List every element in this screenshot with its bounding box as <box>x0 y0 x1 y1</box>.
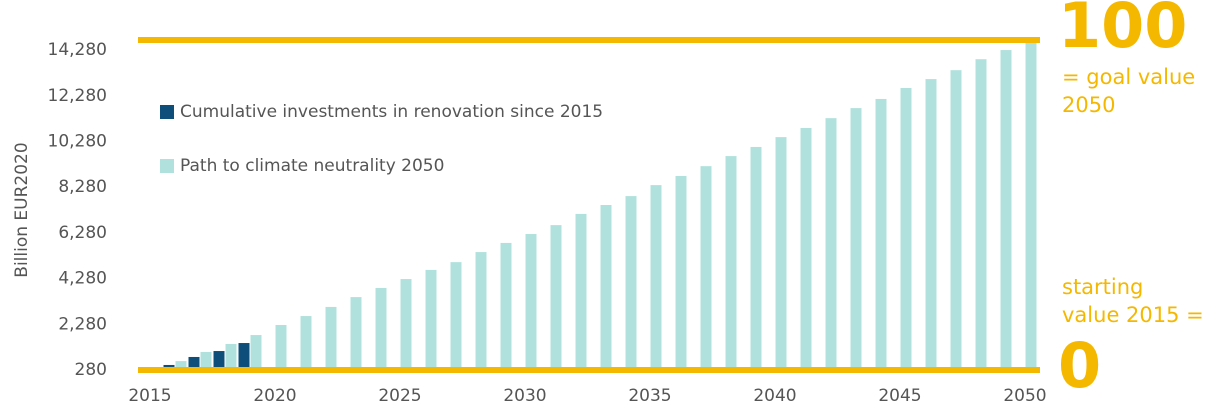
bar <box>375 287 387 370</box>
x-tick-label: 2045 <box>878 386 921 406</box>
bar <box>475 252 487 370</box>
legend-swatch <box>160 105 174 119</box>
x-tick-label: 2020 <box>253 386 296 406</box>
bar <box>800 127 812 370</box>
x-tick-label: 2050 <box>1003 386 1046 406</box>
bar <box>675 175 687 370</box>
y-tick-label: 10,280 <box>48 131 107 151</box>
annotation: value 2015 = <box>1062 303 1204 327</box>
bar <box>250 335 262 370</box>
bar <box>925 79 937 370</box>
bar <box>425 269 437 370</box>
bar <box>750 146 762 370</box>
annotation: starting <box>1062 275 1143 299</box>
legend-label: Path to climate neutrality 2050 <box>180 156 444 176</box>
bar <box>550 225 562 370</box>
bar <box>625 196 637 370</box>
bar <box>400 279 412 370</box>
bar <box>700 166 712 370</box>
annotation: 0 <box>1058 329 1101 402</box>
x-tick-label: 2025 <box>378 386 421 406</box>
y-tick-label: 280 <box>75 360 107 380</box>
bar <box>175 361 187 370</box>
bar <box>575 213 587 370</box>
legend-label: Cumulative investments in renovation sin… <box>180 102 603 122</box>
bar <box>825 118 837 370</box>
bar <box>525 234 537 370</box>
bar <box>200 351 212 370</box>
y-tick-label: 12,280 <box>48 86 107 106</box>
bar <box>875 98 887 371</box>
bar <box>350 297 362 370</box>
annotation: = goal value <box>1062 65 1195 89</box>
bar <box>850 108 862 371</box>
bar <box>725 156 737 370</box>
bar <box>225 343 237 370</box>
y-tick-label: 2,280 <box>58 314 107 334</box>
legend-swatch <box>160 159 174 173</box>
bar <box>900 87 912 370</box>
x-tick-label: 2035 <box>628 386 671 406</box>
bar <box>325 306 337 370</box>
y-tick-label: 4,280 <box>58 269 107 289</box>
annotation: 2050 <box>1062 93 1115 117</box>
bar <box>450 262 462 370</box>
x-tick-label: 2030 <box>503 386 546 406</box>
y-tick-label: 14,280 <box>48 40 107 60</box>
bar <box>1025 40 1037 370</box>
bar <box>1000 50 1012 371</box>
bar <box>500 242 512 370</box>
bar <box>600 205 612 370</box>
y-axis-label: Billion EUR2020 <box>12 142 32 277</box>
annotation: 100 <box>1058 0 1187 62</box>
y-tick-label: 8,280 <box>58 177 107 197</box>
bar <box>238 343 250 370</box>
bar <box>650 185 662 370</box>
y-tick-label: 6,280 <box>58 223 107 243</box>
bar <box>188 356 200 370</box>
bar <box>275 324 287 370</box>
x-tick-label: 2015 <box>128 386 171 406</box>
bar <box>950 70 962 371</box>
bar <box>213 351 225 370</box>
bar <box>775 137 787 370</box>
bar <box>300 316 312 370</box>
x-tick-label: 2040 <box>753 386 796 406</box>
bar <box>975 59 987 370</box>
